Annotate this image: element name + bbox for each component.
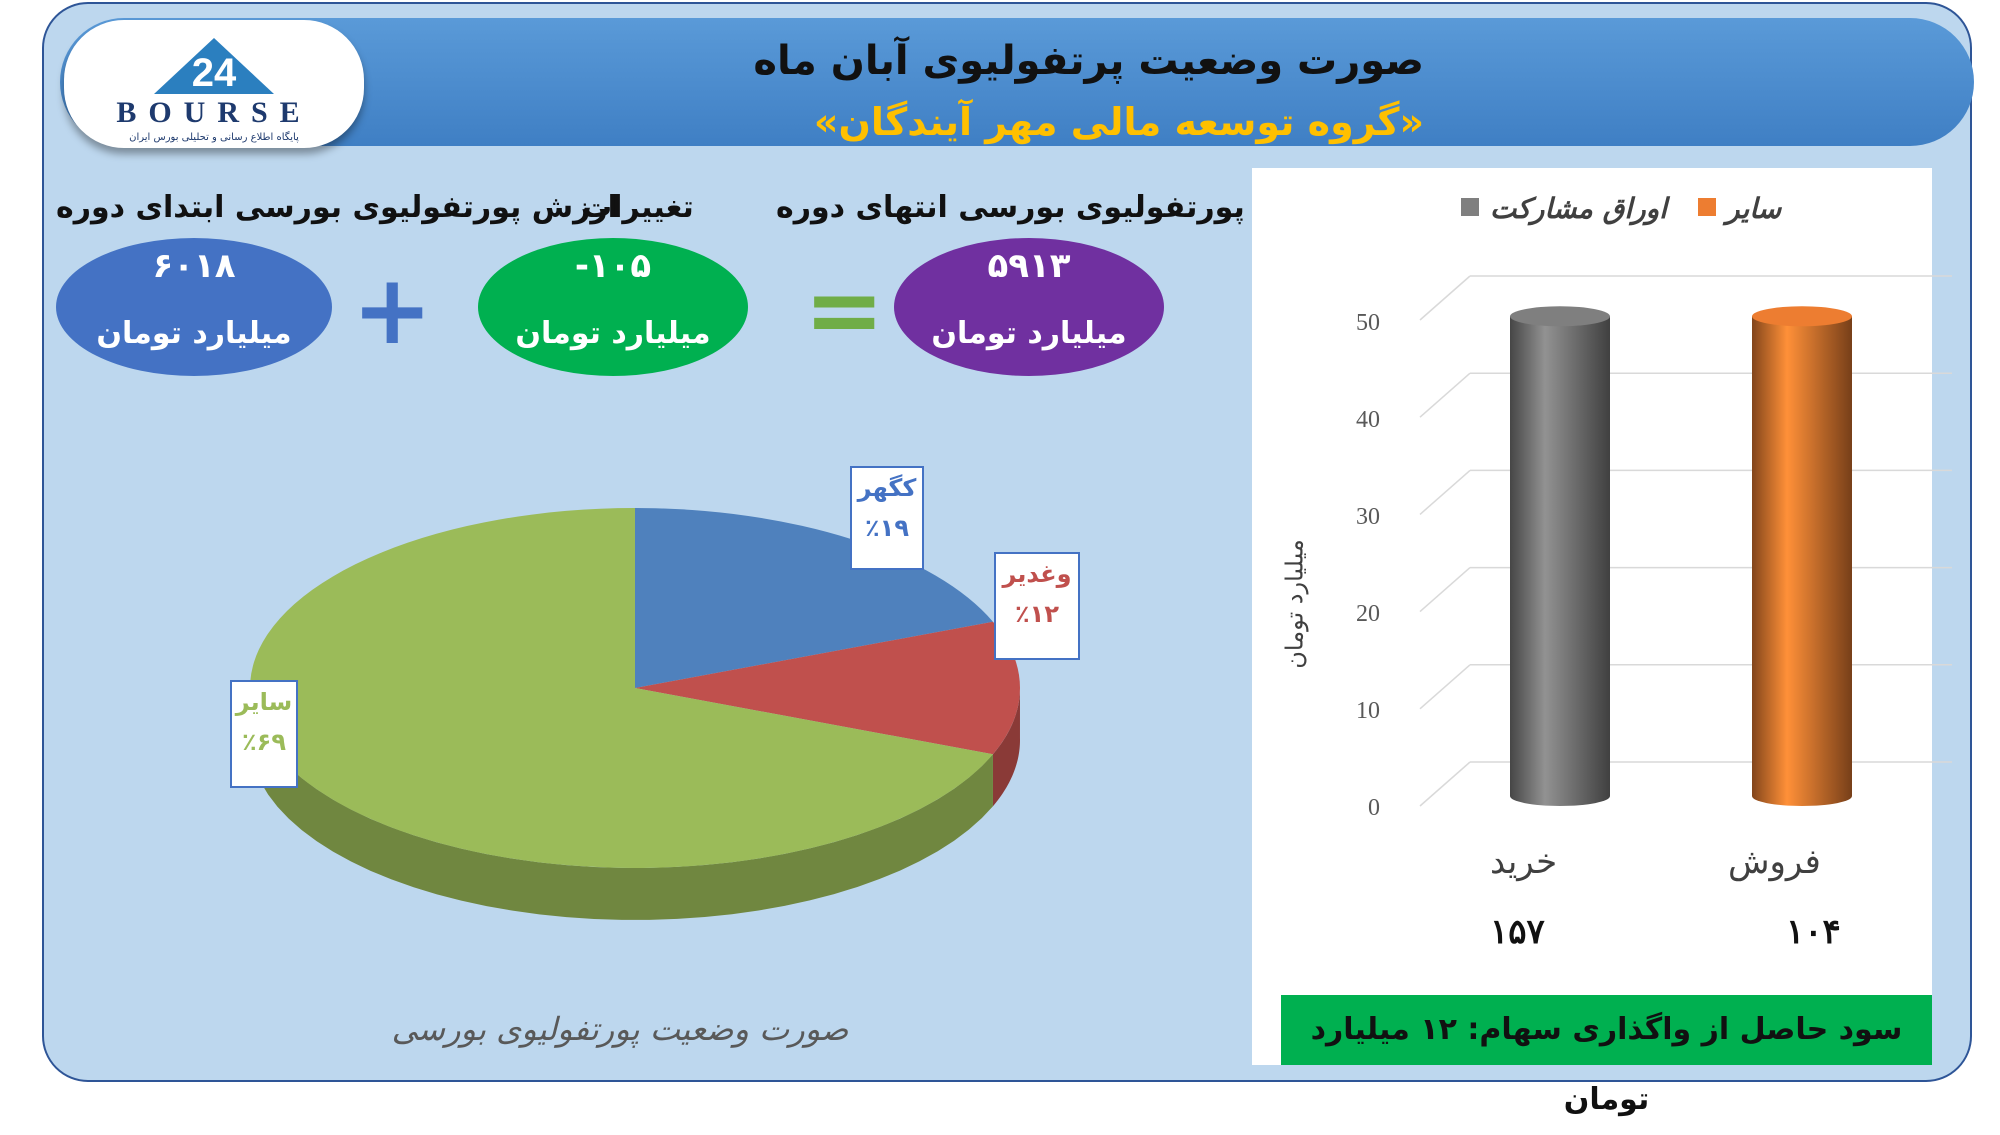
pie-label-kaghar-name: کگهر [857, 474, 917, 502]
pie-label-kaghar-pct: ٪۱۹ [865, 514, 909, 542]
page-title: صورت وضعیت پرتفولیوی آبان ماه [753, 38, 1424, 84]
y-tick-10: 10 [1356, 698, 1380, 724]
y-tick-30: 30 [1356, 504, 1380, 530]
portfolio-pie-chart [249, 508, 1020, 920]
equals-sign: = [804, 254, 885, 366]
legend-label-bonds: اوراق مشارکت [1490, 192, 1667, 225]
pie-label-vaghadir-name: وغدیر [1002, 560, 1072, 588]
category-buy-value: ۱۵۷ [1490, 912, 1545, 952]
end-value-ellipse: ۵۹۱۳ میلیارد تومان [894, 238, 1164, 376]
end-value: ۵۹۱۳ [987, 246, 1071, 286]
end-value-label: ارزش پورتفولیوی بورسی انتهای دوره [776, 190, 1342, 225]
pie-chart-title: صورت وضعیت پورتفولیوی بورسی [391, 1010, 849, 1048]
pie-side-2 [250, 691, 993, 920]
pie-slice-1 [635, 621, 1020, 755]
pie-label-vaghadir: وغدیر ٪۱۲ [994, 552, 1080, 660]
start-value: ۶۰۱۸ [152, 246, 236, 286]
pie-label-sayer-pct: ٪۶۹ [242, 728, 286, 756]
pie-label-kaghar: کگهر ٪۱۹ [850, 466, 924, 570]
legend-label-other: سایر [1726, 192, 1782, 225]
y-tick-50: 50 [1356, 310, 1380, 336]
y-tick-0: 0 [1368, 795, 1380, 821]
pie-slice-0 [635, 508, 993, 688]
pie-side-1 [992, 685, 1020, 807]
start-value-label: ارزش پورتفولیوی بورسی ابتدای دوره [56, 190, 618, 225]
legend-swatch-bonds [1461, 198, 1479, 216]
logo-wordmark: BOURSE [116, 96, 312, 129]
change-unit: میلیارد تومان [515, 316, 711, 351]
bourse24-logo: 24 BOURSE پایگاه اطلاع رسانی و تحلیلی بو… [64, 20, 364, 148]
pie-label-sayer: سایر ٪۶۹ [230, 680, 298, 788]
page-subtitle: «گروه توسعه مالی مهر آیندگان» [813, 100, 1424, 144]
change-value: -۱۰۵ [574, 246, 652, 286]
header-banner: صورت وضعیت پرتفولیوی آبان ماه «گروه توسع… [60, 18, 1974, 146]
start-value-unit: میلیارد تومان [96, 316, 292, 351]
plus-sign: + [352, 254, 433, 366]
category-sell-value: ۱۰۴ [1786, 912, 1841, 952]
logo-tagline: پایگاه اطلاع رسانی و تحلیلی بورس ایران [129, 132, 299, 143]
legend-swatch-other [1698, 198, 1716, 216]
pie-label-sayer-name: سایر [235, 688, 293, 716]
category-sell: فروش [1728, 842, 1821, 882]
y-tick-40: 40 [1356, 407, 1380, 433]
y-tick-20: 20 [1356, 601, 1380, 627]
category-buy: خرید [1490, 842, 1558, 882]
pie-slice-2 [249, 508, 993, 868]
change-ellipse: -۱۰۵ میلیارد تومان [478, 238, 748, 376]
pie-label-vaghadir-pct: ٪۱۲ [1015, 600, 1059, 628]
end-value-unit: میلیارد تومان [931, 316, 1127, 351]
start-value-ellipse: ۶۰۱۸ میلیارد تومان [56, 238, 332, 376]
y-axis-label: میلیارد تومان [1280, 539, 1309, 669]
change-label: تغییرات [582, 190, 694, 225]
profit-banner: سود حاصل از واگذاری سهام: ۱۲ میلیارد توم… [1281, 995, 1932, 1117]
logo-number: 24 [192, 51, 237, 95]
